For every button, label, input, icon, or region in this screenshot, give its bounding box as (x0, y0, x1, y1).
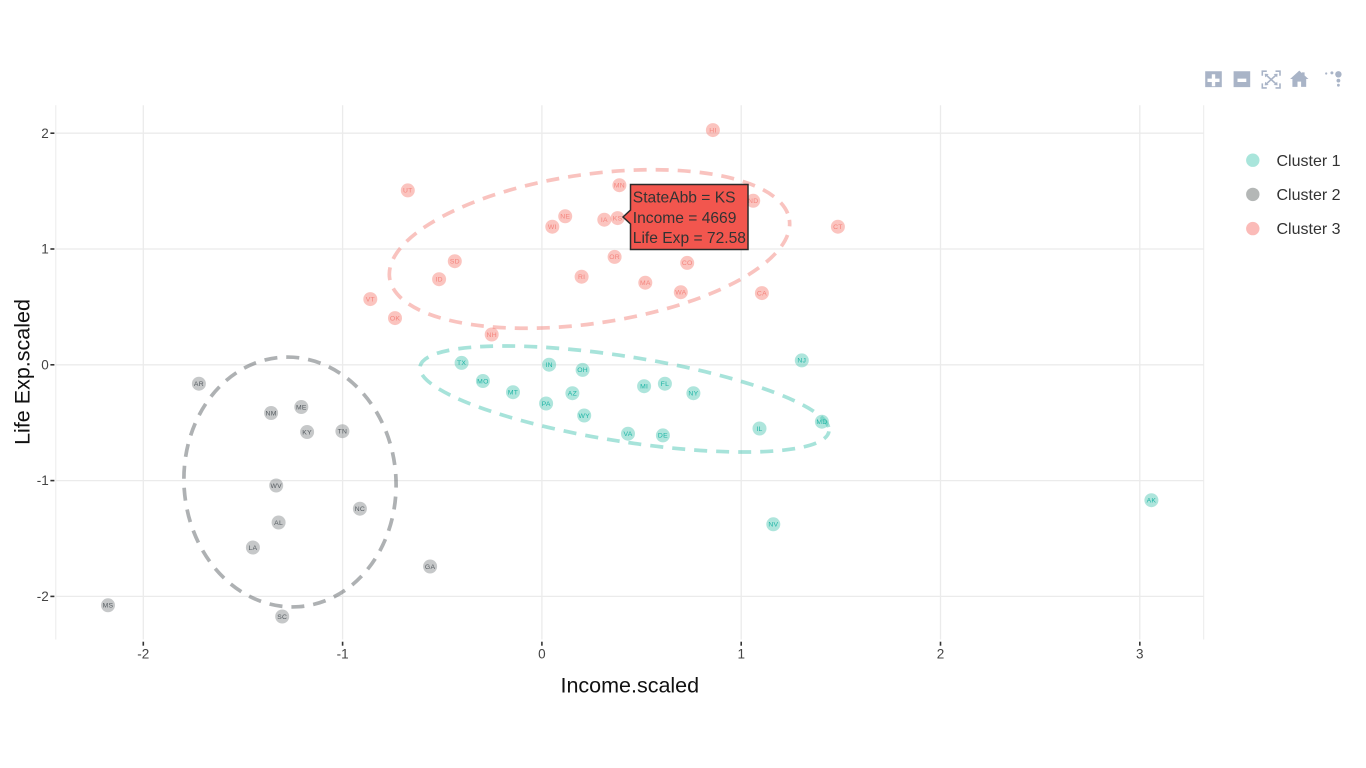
svg-text:WV: WV (270, 483, 282, 490)
svg-text:AK: AK (1147, 498, 1157, 505)
svg-text:FL: FL (661, 381, 669, 388)
svg-text:IA: IA (601, 217, 608, 224)
svg-text:VT: VT (366, 296, 375, 303)
svg-text:NV: NV (768, 522, 778, 529)
svg-text:WA: WA (675, 290, 686, 297)
svg-text:NE: NE (560, 214, 570, 221)
svg-text:TX: TX (457, 360, 466, 367)
svg-text:0: 0 (538, 647, 546, 662)
svg-text:NJ: NJ (797, 358, 806, 365)
svg-text:LA: LA (248, 545, 257, 552)
svg-text:-2: -2 (137, 647, 149, 662)
svg-text:IN: IN (545, 362, 552, 369)
svg-text:AR: AR (194, 381, 204, 388)
svg-text:StateAbb = KS: StateAbb = KS (633, 190, 736, 207)
svg-text:1: 1 (737, 647, 745, 662)
svg-text:Cluster 2: Cluster 2 (1277, 187, 1341, 204)
svg-text:CA: CA (757, 290, 767, 297)
svg-text:Life Exp.scaled: Life Exp.scaled (11, 299, 35, 445)
svg-text:OK: OK (390, 315, 401, 322)
svg-text:SC: SC (277, 614, 287, 621)
svg-text:KY: KY (302, 429, 312, 436)
svg-text:2: 2 (41, 126, 49, 141)
svg-text:Cluster 1: Cluster 1 (1277, 153, 1341, 170)
svg-text:KS: KS (613, 215, 623, 222)
svg-text:TN: TN (338, 429, 348, 436)
svg-text:3: 3 (1136, 647, 1144, 662)
svg-text:WY: WY (578, 413, 590, 420)
svg-text:AL: AL (274, 520, 283, 527)
svg-text:OR: OR (609, 254, 620, 261)
svg-text:ID: ID (435, 277, 442, 284)
svg-text:MN: MN (614, 183, 625, 190)
svg-text:Income = 4669: Income = 4669 (633, 210, 737, 227)
svg-text:IL: IL (756, 426, 762, 433)
svg-text:-1: -1 (37, 473, 49, 488)
svg-text:MT: MT (508, 390, 518, 397)
svg-text:ME: ME (296, 404, 307, 411)
svg-text:NH: NH (487, 332, 497, 339)
svg-text:1: 1 (41, 242, 49, 257)
svg-text:MO: MO (477, 378, 488, 385)
svg-text:Income.scaled: Income.scaled (560, 674, 699, 698)
svg-text:NY: NY (688, 391, 698, 398)
svg-text:VA: VA (623, 431, 632, 438)
svg-text:RI: RI (578, 274, 585, 281)
svg-text:MI: MI (640, 384, 648, 391)
svg-text:-1: -1 (337, 647, 349, 662)
svg-text:NC: NC (355, 506, 365, 513)
svg-text:2: 2 (937, 647, 945, 662)
svg-text:WI: WI (548, 224, 557, 231)
svg-text:HI: HI (709, 127, 716, 134)
svg-text:OH: OH (577, 367, 588, 374)
svg-text:MA: MA (640, 280, 651, 287)
svg-text:SD: SD (450, 259, 460, 266)
svg-text:-2: -2 (37, 589, 49, 604)
svg-text:DE: DE (658, 433, 668, 440)
svg-text:CT: CT (833, 224, 843, 231)
svg-text:PA: PA (542, 401, 551, 408)
svg-text:NM: NM (266, 410, 277, 417)
svg-text:AZ: AZ (568, 391, 577, 398)
svg-text:GA: GA (425, 564, 436, 571)
svg-text:MS: MS (103, 603, 114, 610)
svg-text:Cluster 3: Cluster 3 (1277, 221, 1341, 238)
svg-text:0: 0 (41, 357, 49, 372)
svg-text:CO: CO (682, 260, 693, 267)
svg-text:UT: UT (403, 188, 413, 195)
svg-text:ND: ND (748, 198, 758, 205)
svg-text:Life Exp = 72.58: Life Exp = 72.58 (633, 230, 746, 247)
svg-text:MD: MD (816, 419, 827, 426)
